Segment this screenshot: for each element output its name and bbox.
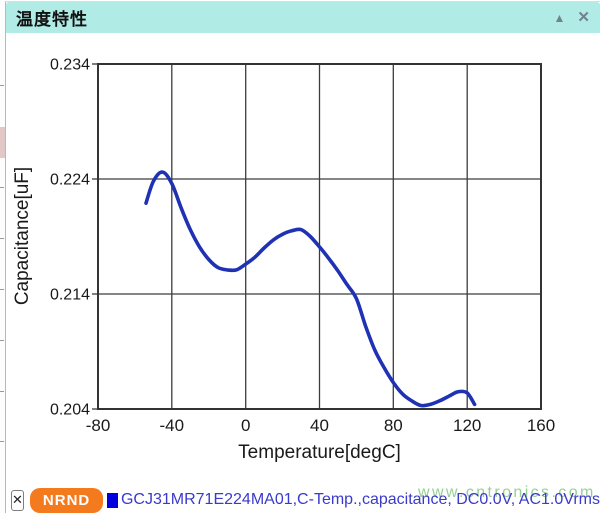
background-tick <box>0 340 4 341</box>
close-icon[interactable]: ✕ <box>577 9 590 26</box>
legend-remove-button[interactable]: ✕ <box>11 489 24 511</box>
legend-series-label: GCJ31MR71E224MA01,C-Temp.,capacitance, D… <box>120 491 600 508</box>
background-page-sliver <box>0 0 6 513</box>
header-icons: ▲ ✕ <box>554 10 590 25</box>
svg-text:80: 80 <box>384 416 403 435</box>
svg-text:120: 120 <box>453 416 481 435</box>
dialog-temperature-characteristics: 温度特性 ▲ ✕ -80 -40 0 40 80 120 160 0.204 0.214 0.22… <box>5 1 600 513</box>
svg-text:40: 40 <box>310 416 329 435</box>
svg-text:160: 160 <box>527 416 555 435</box>
svg-text:Temperature[degC]: Temperature[degC] <box>238 442 401 463</box>
background-tick <box>0 85 4 86</box>
background-tick <box>0 441 4 442</box>
legend-row: ✕ NRND GCJ31MR71E224MA01,C-Temp.,capacit… <box>6 485 600 513</box>
background-tick <box>0 289 4 290</box>
svg-text:-40: -40 <box>160 416 185 435</box>
svg-text:0.204: 0.204 <box>50 402 90 419</box>
svg-text:0.214: 0.214 <box>50 287 90 304</box>
background-tick <box>0 238 4 239</box>
watermark: www.cntronics.com <box>418 484 596 501</box>
dialog-header: 温度特性 ▲ ✕ <box>6 2 600 33</box>
svg-text:0.224: 0.224 <box>50 172 90 189</box>
dialog-title: 温度特性 <box>16 10 88 29</box>
collapse-icon[interactable]: ▲ <box>553 10 566 25</box>
svg-text:Capacitance[uF]: Capacitance[uF] <box>12 167 33 305</box>
background-tick <box>0 187 4 188</box>
background-tick <box>0 391 4 392</box>
svg-text:0.234: 0.234 <box>50 57 90 74</box>
nrnd-badge: NRND <box>29 487 104 513</box>
background-highlight <box>0 127 5 158</box>
svg-text:-80: -80 <box>86 416 111 435</box>
legend-color-swatch <box>107 492 118 508</box>
svg-text:0: 0 <box>241 416 250 435</box>
